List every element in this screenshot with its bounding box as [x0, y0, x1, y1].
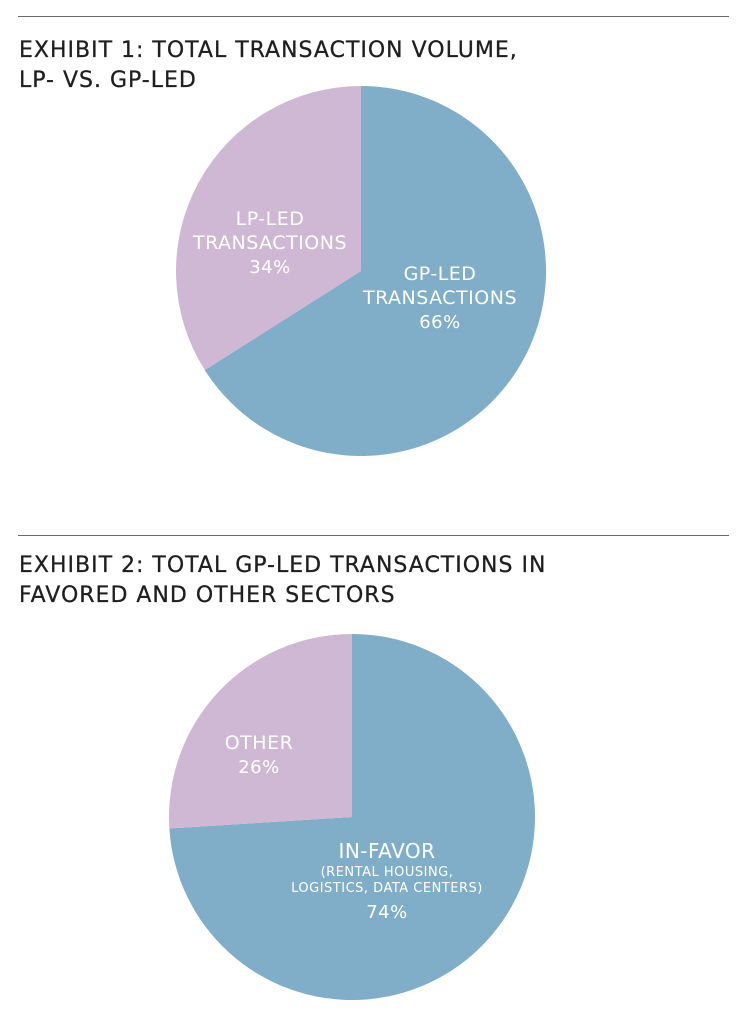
exhibit2-title-line2: FAVORED AND OTHER SECTORS — [19, 583, 396, 608]
exhibit1-title: EXHIBIT 1: TOTAL TRANSACTION VOLUME, LP-… — [19, 36, 518, 96]
slice-value-other: 26% — [238, 757, 280, 778]
pie-slice-gp-led-transactions — [204, 86, 546, 456]
exhibit1-pie-chart: GP-LEDTRANSACTIONS66%LP-LEDTRANSACTIONS3… — [175, 86, 546, 456]
slice-sublabel-in-favor-line2: LOGISTICS, DATA CENTERS) — [291, 881, 483, 896]
slice-label-lp-led-transactions-line2: TRANSACTIONS — [192, 232, 347, 254]
slice-value-gp-led-transactions: 66% — [419, 312, 461, 333]
exhibit2-top-rule — [18, 535, 729, 536]
slice-label-lp-led-transactions-line1: LP-LED — [236, 208, 305, 230]
exhibit1-title-line2: LP- VS. GP-LED — [19, 68, 197, 93]
slice-label-gp-led-transactions-line1: GP-LED — [404, 263, 477, 285]
slice-label-in-favor-line1: IN-FAVOR — [338, 839, 435, 863]
exhibit1-title-line1: EXHIBIT 1: TOTAL TRANSACTION VOLUME, — [19, 38, 518, 63]
pie-slice-other — [168, 634, 352, 829]
exhibit2-title-line1: EXHIBIT 2: TOTAL GP-LED TRANSACTIONS IN — [19, 553, 547, 578]
slice-label-other-line1: OTHER — [225, 732, 294, 754]
slice-label-gp-led-transactions-line2: TRANSACTIONS — [362, 287, 517, 309]
slice-value-lp-led-transactions: 34% — [249, 257, 291, 278]
exhibit2-title: EXHIBIT 2: TOTAL GP-LED TRANSACTIONS IN … — [19, 551, 546, 611]
slice-sublabel-in-favor-line1: (RENTAL HOUSING, — [321, 865, 454, 880]
exhibit2-pie-chart: IN-FAVOR (RENTAL HOUSING,LOGISTICS, DATA … — [168, 634, 535, 1000]
slice-value-in-favor: 74% — [366, 902, 408, 923]
exhibit1-top-rule — [18, 16, 729, 17]
pie-slice-in-favor — [169, 634, 535, 1000]
pie-slice-lp-led-transactions — [175, 86, 361, 371]
